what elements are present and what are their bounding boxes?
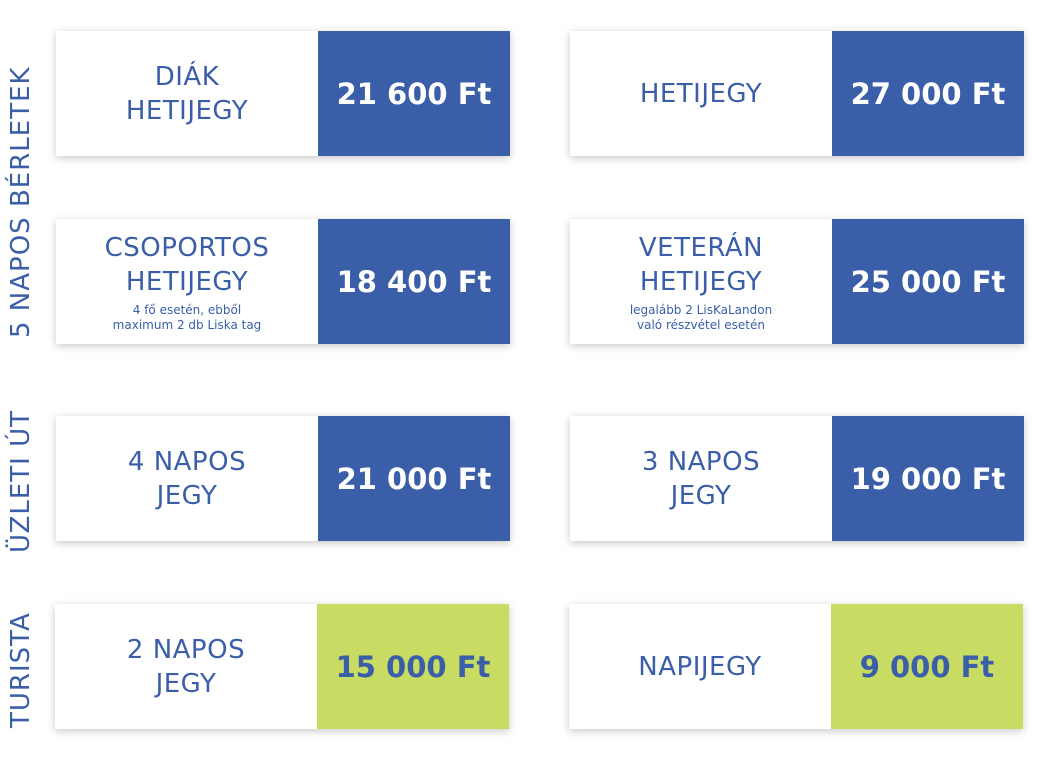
- ticket-price: 15 000 Ft: [317, 604, 509, 729]
- ticket-price: 27 000 Ft: [832, 31, 1024, 156]
- ticket-name: CSOPORTOS HETIJEGY 4 fő esetén, ebből ma…: [56, 219, 318, 344]
- ticket-card-diak-hetijegy: DIÁK HETIJEGY 21 600 Ft: [56, 31, 510, 156]
- ticket-card-4-napos-jegy: 4 NAPOS JEGY 21 000 Ft: [56, 416, 510, 541]
- ticket-name: 4 NAPOS JEGY: [56, 416, 318, 541]
- ticket-name: 3 NAPOS JEGY: [570, 416, 832, 541]
- ticket-card-hetijegy: HETIJEGY 27 000 Ft: [570, 31, 1024, 156]
- ticket-card-napijegy: NAPIJEGY 9 000 Ft: [569, 604, 1023, 729]
- ticket-title: HETIJEGY: [639, 78, 763, 109]
- section-label-5-napos-berletek: 5 NAPOS BÉRLETEK: [6, 66, 36, 338]
- section-label-uzleti-ut: ÜZLETI ÚT: [6, 409, 36, 553]
- ticket-name: 2 NAPOS JEGY: [55, 604, 317, 729]
- ticket-name: DIÁK HETIJEGY: [56, 31, 318, 156]
- ticket-card-3-napos-jegy: 3 NAPOS JEGY 19 000 Ft: [570, 416, 1024, 541]
- ticket-title: 4 NAPOS JEGY: [127, 446, 247, 511]
- ticket-title: NAPIJEGY: [638, 651, 762, 682]
- ticket-name: NAPIJEGY: [569, 604, 831, 729]
- ticket-price: 19 000 Ft: [832, 416, 1024, 541]
- ticket-title: CSOPORTOS HETIJEGY: [104, 232, 270, 297]
- ticket-price: 21 600 Ft: [318, 31, 510, 156]
- ticket-price: 25 000 Ft: [832, 219, 1024, 344]
- ticket-card-2-napos-jegy: 2 NAPOS JEGY 15 000 Ft: [55, 604, 509, 729]
- ticket-title: DIÁK HETIJEGY: [125, 61, 249, 126]
- ticket-card-veteran-hetijegy: VETERÁN HETIJEGY legalább 2 LisKaLandon …: [570, 219, 1024, 344]
- ticket-card-csoportos-hetijegy: CSOPORTOS HETIJEGY 4 fő esetén, ebből ma…: [56, 219, 510, 344]
- section-label-turista: TURISTA: [6, 612, 36, 728]
- ticket-title: VETERÁN HETIJEGY: [638, 232, 764, 297]
- ticket-price: 21 000 Ft: [318, 416, 510, 541]
- ticket-name: VETERÁN HETIJEGY legalább 2 LisKaLandon …: [570, 219, 832, 344]
- ticket-note: 4 fő esetén, ebből maximum 2 db Liska ta…: [112, 302, 262, 332]
- ticket-title: 3 NAPOS JEGY: [641, 446, 761, 511]
- ticket-name: HETIJEGY: [570, 31, 832, 156]
- ticket-note: legalább 2 LisKaLandon való részvétel es…: [629, 302, 773, 332]
- ticket-title: 2 NAPOS JEGY: [126, 634, 246, 699]
- ticket-price: 18 400 Ft: [318, 219, 510, 344]
- ticket-price: 9 000 Ft: [831, 604, 1023, 729]
